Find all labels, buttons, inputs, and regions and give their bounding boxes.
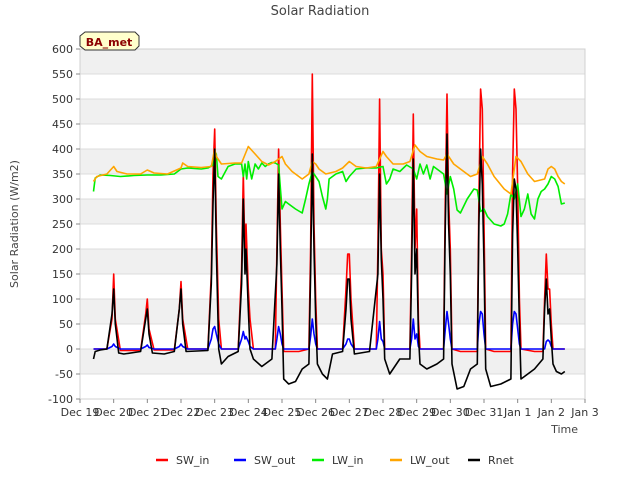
series-line-rnet [92, 133, 566, 390]
series-lines [92, 73, 566, 390]
x-tick-label: Dec 29 [397, 406, 436, 419]
x-tick-label: Dec 21 [128, 406, 167, 419]
y-tick-label: 600 [52, 43, 73, 56]
x-tick-label: Jan 3 [570, 406, 598, 419]
plot-band [80, 374, 585, 399]
site-badge: BA_met [79, 31, 140, 51]
x-tick-label: Dec 20 [94, 406, 133, 419]
plot-band [80, 124, 585, 149]
plot-band [80, 74, 585, 99]
plot-band [80, 274, 585, 299]
y-tick-label: 400 [52, 143, 73, 156]
x-tick-label: Dec 24 [229, 406, 268, 419]
y-tick-label: -50 [55, 368, 73, 381]
y-tick-label: 200 [52, 243, 73, 256]
legend-label: SW_in [176, 454, 209, 467]
plot-band [80, 224, 585, 249]
x-tick-label: Dec 28 [364, 406, 403, 419]
x-axis-label: Time [550, 423, 578, 436]
y-axis-label: Solar Radiation (W/m2) [8, 160, 21, 288]
x-tick-label: Jan 2 [537, 406, 565, 419]
x-tick-label: Dec 23 [195, 406, 234, 419]
legend-label: Rnet [488, 454, 514, 467]
site-badge-box [79, 31, 140, 51]
plot-band [80, 299, 585, 324]
y-tick-label: 500 [52, 93, 73, 106]
series-line-lw-in [92, 150, 566, 227]
site-badge-label: BA_met [86, 36, 133, 49]
plot-band [80, 99, 585, 124]
legend-label: LW_out [410, 454, 450, 467]
x-tick-label: Dec 30 [431, 406, 470, 419]
y-axis: -100 -50 0 50 100 150 200 250 300 350 400 450 500 550… [48, 43, 80, 406]
plot-band [80, 49, 585, 74]
y-tick-label: 550 [52, 68, 73, 81]
y-tick-label: 300 [52, 193, 73, 206]
chart-title: Solar Radiation [271, 4, 370, 19]
plot-band [80, 249, 585, 274]
plot-band [80, 149, 585, 174]
series-line-lw-out [92, 144, 566, 195]
y-tick-label: 350 [52, 168, 73, 181]
y-tick-label: -100 [48, 393, 73, 406]
legend: SW_in SW_out LW_in LW_out Rnet [156, 454, 514, 467]
x-tick-label: Dec 22 [162, 406, 201, 419]
x-tick-label: Dec 26 [296, 406, 335, 419]
x-tick-label: Jan 1 [503, 406, 531, 419]
plot-band [80, 324, 585, 349]
plot-band [80, 174, 585, 199]
x-tick-label: Dec 25 [263, 406, 302, 419]
x-tick-label: Dec 27 [330, 406, 369, 419]
x-tick-label: Dec 31 [465, 406, 504, 419]
y-tick-label: 100 [52, 293, 73, 306]
y-tick-label: 50 [59, 318, 73, 331]
plot-background [80, 49, 585, 399]
plot-band [80, 199, 585, 224]
legend-label: LW_in [332, 454, 364, 467]
y-tick-label: 0 [66, 343, 73, 356]
y-tick-label: 150 [52, 268, 73, 281]
legend-label: SW_out [254, 454, 296, 467]
x-tick-label: Dec 19 [61, 406, 100, 419]
plot-band [80, 349, 585, 374]
y-tick-label: 250 [52, 218, 73, 231]
y-tick-label: 450 [52, 118, 73, 131]
